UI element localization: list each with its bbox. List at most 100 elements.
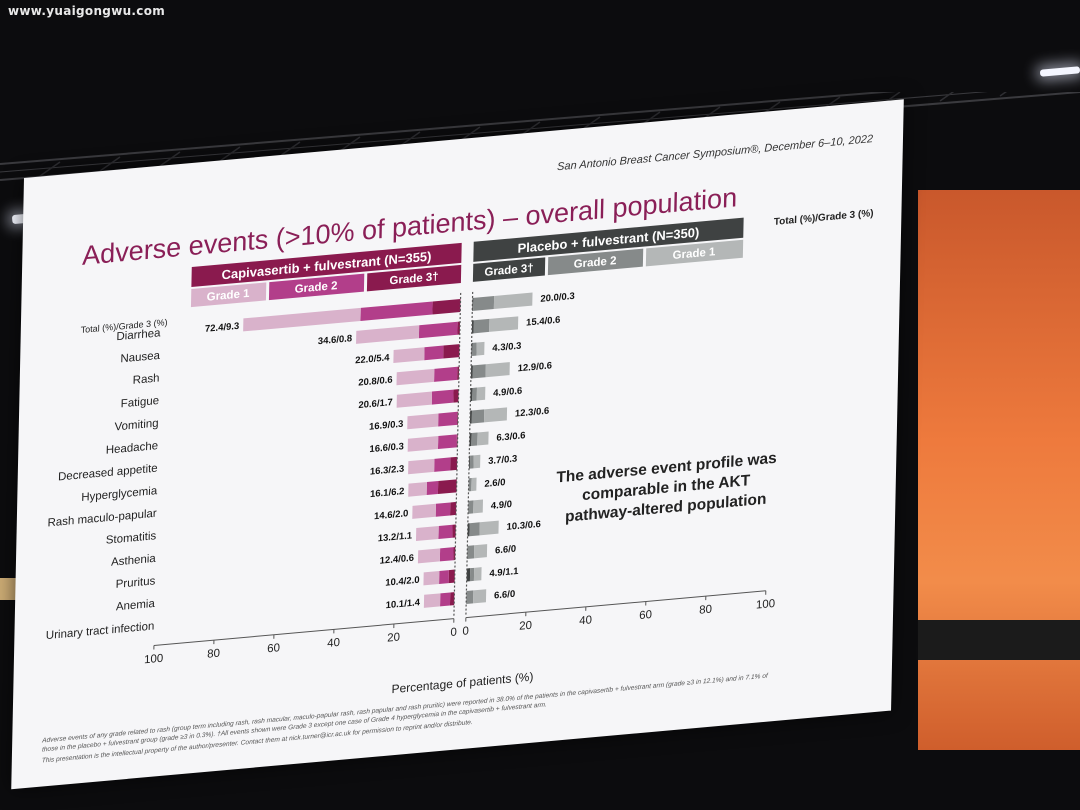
capi-bar-grade2 [431, 389, 454, 405]
category-label: Headache [106, 440, 159, 457]
capi-grade3-label: Grade 3† [389, 271, 438, 287]
capi-value-label: 13.2/1.1 [378, 530, 413, 544]
left-tick-label: 60 [267, 642, 280, 655]
capi-bar-grade2 [360, 301, 433, 321]
pbo-bar-grade2 [468, 500, 474, 514]
capi-bar-grade2 [434, 457, 451, 472]
category-label: Nausea [120, 350, 160, 366]
capi-value-label: 34.6/0.8 [318, 333, 353, 347]
capi-value-label: 10.4/2.0 [385, 575, 420, 589]
pbo-bar-grade1 [471, 477, 477, 492]
pbo-bar-grade3 [471, 320, 474, 334]
presentation-slide: San Antonio Breast Cancer Symposium®, De… [11, 99, 904, 790]
capi-value-label: 20.6/1.7 [358, 397, 393, 411]
capi-bar-grade3 [443, 344, 460, 359]
capi-grade1-swatch [190, 282, 267, 308]
capi-bar-grade3 [457, 321, 461, 335]
pbo-value-label: 4.9/0.6 [493, 386, 522, 400]
capi-grade1-label: Grade 1 [207, 288, 251, 304]
capi-bar-grade3 [450, 456, 458, 471]
capi-bar-grade1 [393, 347, 425, 364]
capi-grade2-label: Grade 2 [295, 280, 338, 296]
capi-bar-grade3 [448, 569, 455, 584]
side-screen [918, 190, 1080, 750]
pbo-bar-grade2 [469, 522, 480, 537]
category-label: Pruritus [116, 575, 156, 591]
pbo-bar-grade2 [472, 342, 477, 356]
left-tick-label: 20 [387, 631, 400, 644]
right-x-axis [465, 590, 766, 619]
pbo-zero-line [465, 291, 474, 616]
right-tick-label: 40 [579, 614, 592, 627]
pbo-header-bg [473, 217, 744, 262]
conference-label: San Antonio Breast Cancer Symposium®, De… [557, 133, 873, 173]
pbo-bar-grade2 [471, 432, 478, 447]
pbo-bar-grade2 [473, 318, 490, 334]
right-tick-label: 60 [639, 609, 652, 622]
pbo-bar-grade1 [473, 567, 482, 581]
capi-value-label: 10.1/1.4 [386, 597, 421, 611]
pbo-bar-grade1 [484, 407, 508, 423]
pbo-bar-grade1 [473, 589, 487, 604]
right-tick-label: 100 [756, 598, 775, 612]
pbo-bar-grade1 [485, 362, 510, 378]
capi-value-label: 22.0/5.4 [355, 352, 390, 366]
capi-bar-grade3 [449, 592, 455, 606]
pbo-bar-grade2 [467, 545, 475, 559]
pbo-value-label: 10.3/0.6 [506, 519, 541, 533]
category-label: Urinary tract infection [46, 620, 155, 642]
left-x-axis [153, 618, 454, 646]
capi-value-label: 12.4/0.6 [380, 553, 415, 567]
footnote-2: those in the placebo + fulvestrant group… [42, 701, 547, 753]
pbo-grade3-swatch [472, 257, 546, 282]
pbo-grade2-swatch [547, 248, 644, 276]
capi-bar-grade1 [415, 525, 439, 542]
capi-bar-grade1 [407, 413, 439, 430]
pbo-bar-grade1 [473, 499, 484, 514]
capi-bar-grade2 [418, 321, 458, 339]
left-tick-label: 40 [327, 637, 340, 650]
right-tick-label: 80 [699, 604, 712, 617]
right-tick-label: 0 [462, 625, 469, 638]
category-label: Vomiting [114, 418, 158, 434]
category-label: Diarrhea [116, 327, 161, 343]
capi-value-label: 16.9/0.3 [369, 419, 404, 433]
capi-value-label: 16.1/6.2 [370, 486, 405, 500]
x-axis-title: Percentage of patients (%) [391, 670, 533, 697]
pbo-bar-grade2 [473, 295, 495, 311]
pbo-bar-grade1 [489, 316, 519, 332]
category-label: Decreased appetite [58, 463, 158, 484]
capi-bar-grade2 [440, 592, 451, 607]
pbo-bar-grade1 [474, 544, 488, 559]
pbo-bar-grade2 [472, 364, 486, 379]
capi-value-label: 16.6/0.3 [369, 441, 404, 455]
category-label: Fatigue [121, 395, 160, 410]
capi-bar-grade1 [417, 548, 441, 564]
left-tick-label: 100 [144, 653, 163, 667]
pbo-grade2-label: Grade 2 [574, 255, 617, 271]
capi-bar-grade2 [439, 547, 454, 562]
capi-bar-grade2 [426, 481, 439, 496]
capi-bar-grade1 [408, 482, 427, 497]
capi-bar-grade2 [424, 345, 444, 361]
pbo-bar-grade1 [476, 341, 485, 356]
pbo-value-label: 12.3/0.6 [515, 406, 550, 420]
pbo-value-label: 3.7/0.3 [488, 453, 517, 467]
pbo-bar-grade2 [469, 455, 474, 469]
capi-bar-grade2 [435, 502, 451, 517]
pbo-bar-grade2 [466, 590, 474, 605]
capi-bar-grade1 [412, 503, 436, 519]
category-label: Asthenia [111, 553, 157, 569]
capi-bar-grade1 [407, 436, 439, 452]
watermark: www.yuaigongwu.com [8, 4, 166, 18]
pbo-grade1-swatch [645, 239, 744, 267]
category-label: Rash maculo-papular [47, 508, 157, 530]
right-tick-label: 20 [519, 620, 532, 633]
capi-bar-grade2 [434, 366, 458, 382]
pbo-value-label: 4.9/0 [491, 499, 512, 512]
pbo-value-format: Total (%)/Grade 3 (%) [774, 208, 874, 228]
capi-value-label: 72.4/9.3 [205, 321, 240, 335]
capi-bar-grade3 [437, 479, 457, 495]
capi-grade3-swatch [366, 264, 462, 292]
capi-value-label: 20.8/0.6 [358, 375, 393, 389]
